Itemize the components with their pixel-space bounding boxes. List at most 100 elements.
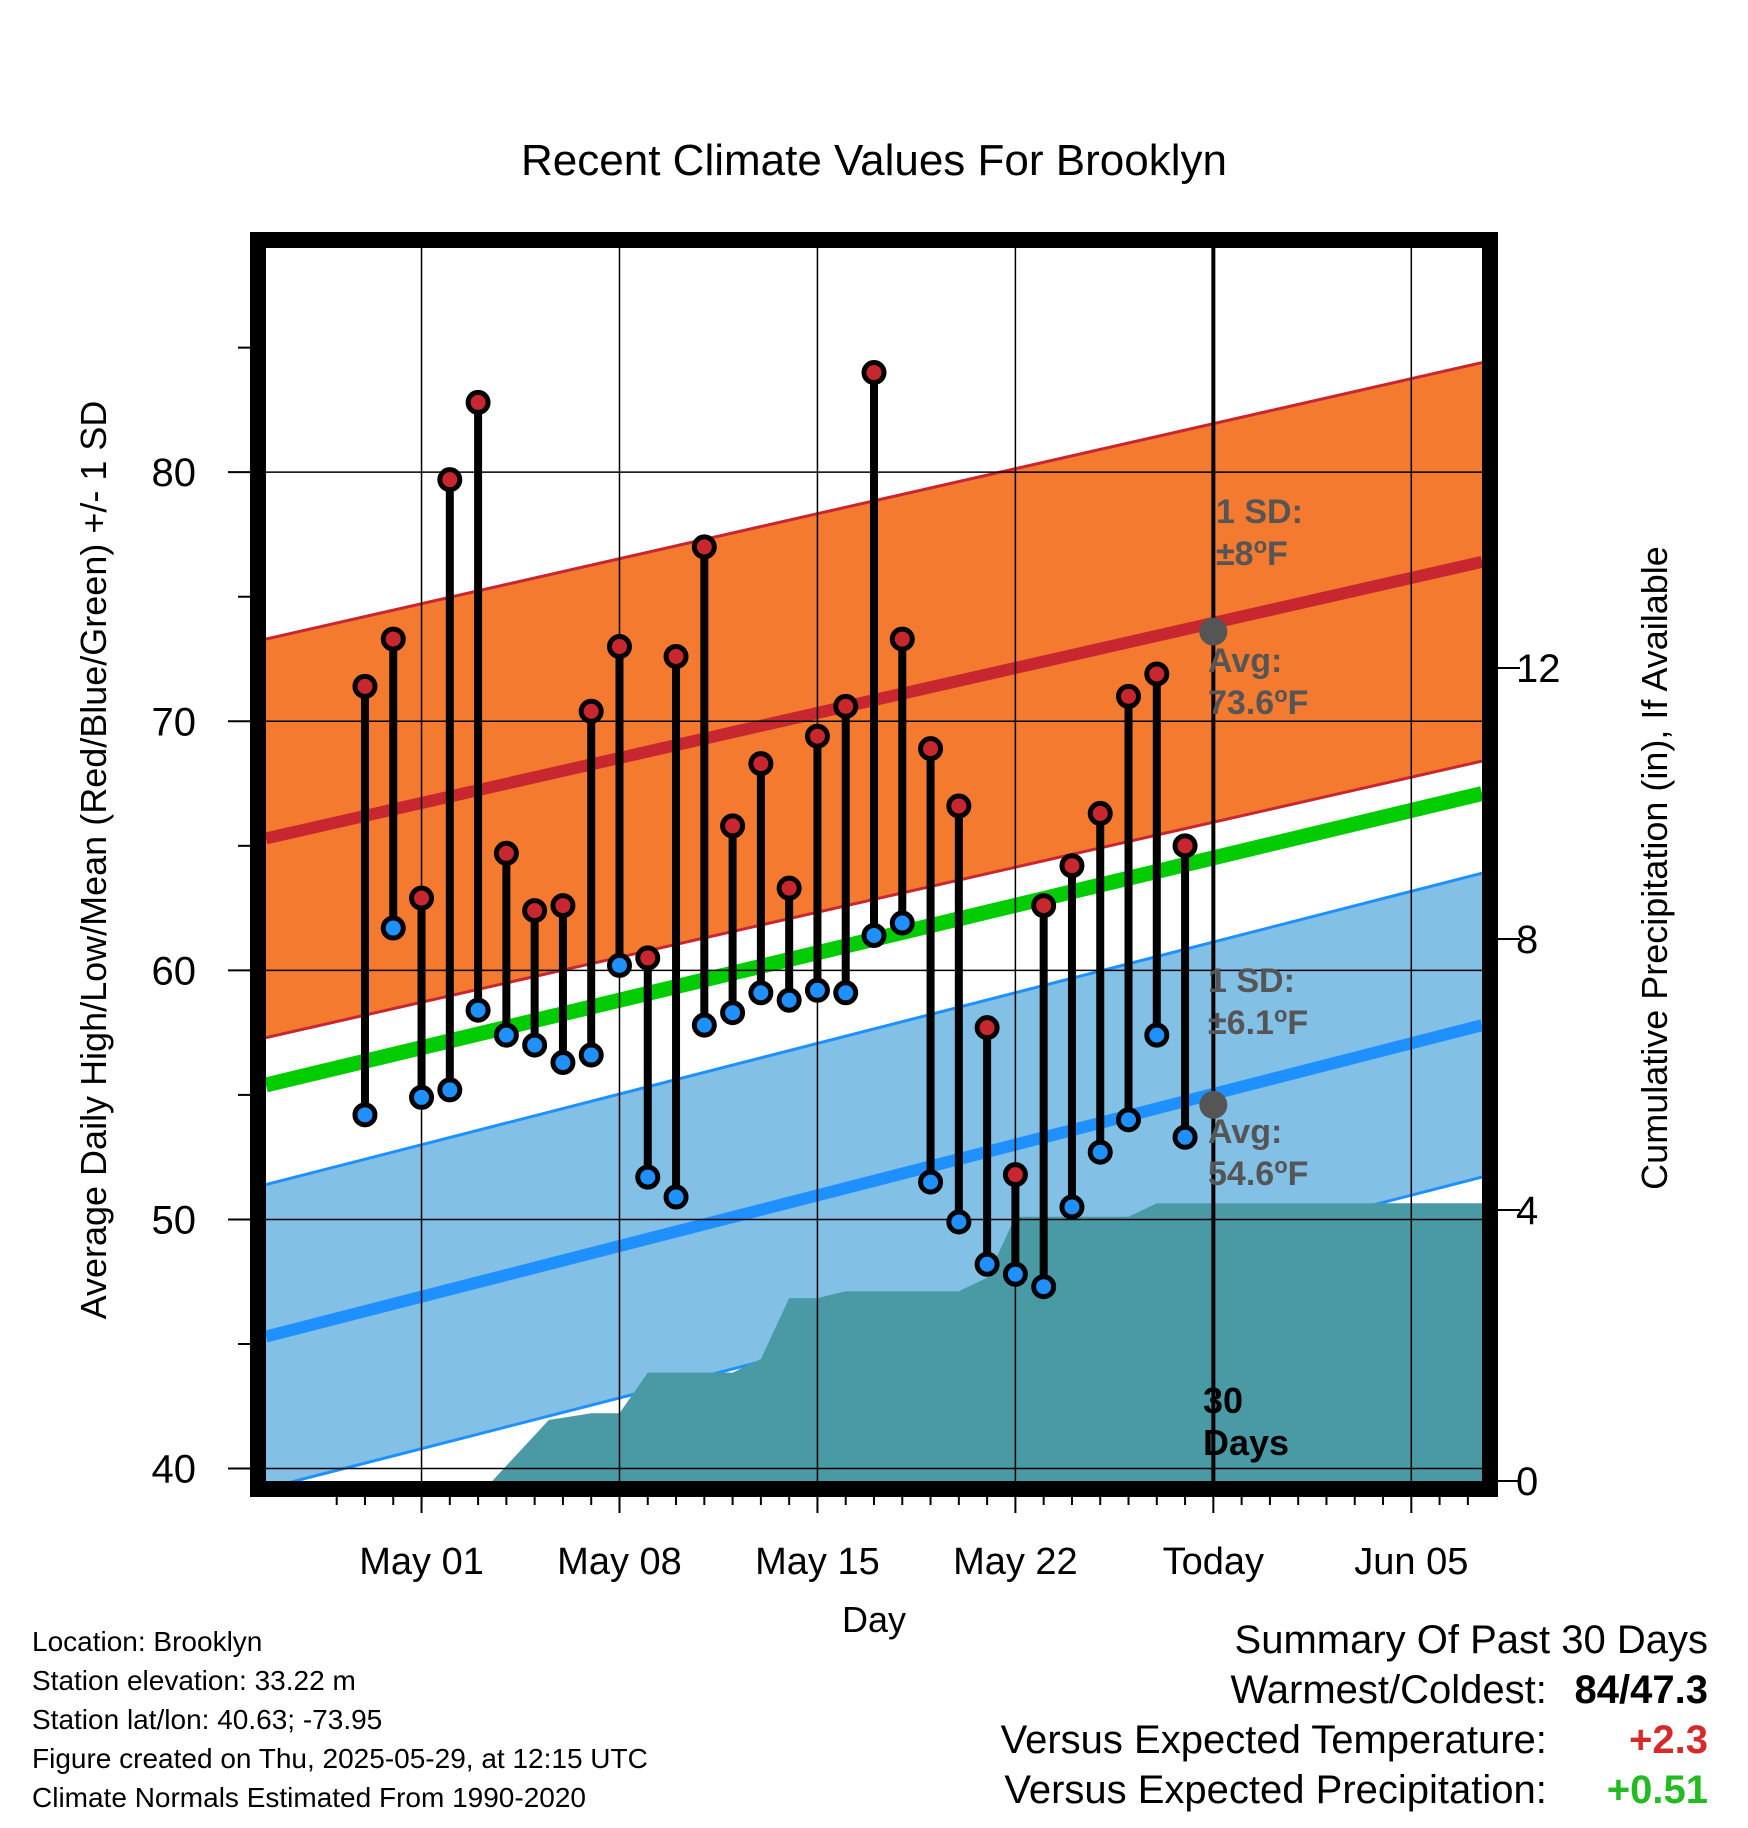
daily-low-point (776, 987, 802, 1013)
daily-low-point (465, 997, 491, 1023)
high-avg-value-part: F (1288, 684, 1309, 722)
daily-high-point (946, 793, 972, 819)
daily-low-point (861, 922, 887, 948)
daily-low-point (1087, 1139, 1113, 1165)
x-tick-label: Today (1163, 1541, 1264, 1583)
daily-high-point (522, 898, 548, 924)
daily-high-point (493, 840, 519, 866)
daily-low-point (720, 1000, 746, 1026)
latlon-text: Station lat/lon: 40.63; -73.95 (32, 1704, 383, 1735)
y2-tick-label: 4 (1516, 1189, 1538, 1233)
daily-low-point (946, 1209, 972, 1235)
days-count-label: 30 (1203, 1380, 1243, 1421)
daily-low-point (1059, 1194, 1085, 1220)
daily-low-point (522, 1032, 548, 1058)
low-sd-value: ±6.1oF (1208, 1002, 1308, 1043)
low-avg-value-part: F (1288, 1155, 1309, 1193)
low-sd-value-part: o (1274, 1002, 1287, 1027)
low-sd-label: 1 SD: (1208, 962, 1295, 1000)
plot-area (266, 248, 1482, 1481)
daily-high-point (1116, 683, 1142, 709)
daily-high-point (776, 875, 802, 901)
daily-high-point (1031, 893, 1057, 919)
warmest-label: Warmest/Coldest: (1230, 1668, 1547, 1712)
low-sd-label-part: 1 SD: (1208, 962, 1295, 1000)
daily-low-point (380, 915, 406, 941)
temp-label: Versus Expected Temperature: (1000, 1718, 1547, 1762)
high-sd-value: ±8oF (1216, 533, 1288, 574)
precip-value: +0.51 (1606, 1768, 1708, 1812)
daily-high-point (1002, 1162, 1028, 1188)
x-tick-label: May 08 (557, 1541, 682, 1583)
warmest-value: 84/47.3 (1574, 1668, 1708, 1712)
y-axis-label: Average Daily High/Low/Mean (Red/Blue/Gr… (73, 401, 114, 1320)
daily-low-point (578, 1042, 604, 1068)
y-tick-label: 70 (152, 700, 197, 744)
daily-low-point (1031, 1274, 1057, 1300)
y-tick-label: 40 (152, 1448, 197, 1492)
summary-warmest-row: Warmest/Coldest: 84/47.3 (1001, 1665, 1709, 1715)
daily-high-point (663, 644, 689, 670)
daily-low-point (1116, 1107, 1142, 1133)
x-tick-label: May 15 (755, 1541, 880, 1583)
daily-high-point (1144, 661, 1170, 687)
daily-high-point (606, 634, 632, 660)
daily-high-point (861, 360, 887, 386)
high-avg-label: Avg: (1208, 642, 1282, 680)
low-avg-label-part: Avg: (1208, 1113, 1282, 1151)
x-tick-label: May 01 (359, 1541, 484, 1583)
daily-high-point (352, 673, 378, 699)
daily-low-point (1172, 1124, 1198, 1150)
daily-low-point (748, 980, 774, 1006)
high-avg-value-part: 73.6 (1208, 684, 1274, 722)
daily-low-point (409, 1084, 435, 1110)
location-text: Location: Brooklyn (32, 1626, 263, 1657)
daily-high-point (578, 698, 604, 724)
high-avg-value-part: o (1274, 682, 1287, 707)
daily-high-point (409, 885, 435, 911)
y2-axis-label: Cumulative Precipitation (in), If Availa… (1634, 546, 1675, 1190)
chart-title: Recent Climate Values For Brooklyn (521, 136, 1227, 185)
summary-precip-row: Versus Expected Precipitation: +0.51 (1001, 1765, 1708, 1815)
daily-high-point (918, 736, 944, 762)
daily-low-point (889, 910, 915, 936)
summary-title: Summary Of Past 30 Days (1234, 1618, 1708, 1662)
normals-text: Climate Normals Estimated From 1990-2020 (32, 1782, 586, 1813)
daily-low-point (1144, 1022, 1170, 1048)
daily-low-point (1002, 1261, 1028, 1287)
station-info: Location: Brooklyn Station elevation: 33… (32, 1622, 648, 1817)
daily-high-point (833, 693, 859, 719)
daily-low-point (833, 980, 859, 1006)
daily-low-point (918, 1169, 944, 1195)
high-sd-value-part: F (1267, 535, 1288, 573)
daily-high-point (804, 723, 830, 749)
x-tick-label: May 22 (953, 1541, 1078, 1583)
high-sd-label-part: 1 SD: (1216, 493, 1303, 531)
precipitation-area (266, 1203, 1482, 1481)
temp-value: +2.3 (1629, 1718, 1708, 1762)
daily-low-point (550, 1050, 576, 1076)
y-tick-label: 60 (152, 949, 197, 993)
y2-tick-label: 8 (1516, 918, 1538, 962)
days-word-label: Days (1203, 1422, 1289, 1463)
daily-low-point (352, 1102, 378, 1128)
daily-high-point (465, 389, 491, 415)
daily-high-point (437, 467, 463, 493)
daily-high-point (1087, 800, 1113, 826)
high-sd-label: 1 SD: (1216, 493, 1303, 531)
low-avg-value-part: o (1274, 1153, 1287, 1178)
daily-low-point (606, 952, 632, 978)
normal-low-band-upper-edge (266, 871, 1482, 1187)
daily-low-point (804, 977, 830, 1003)
daily-low-point (493, 1022, 519, 1048)
daily-low-point (437, 1077, 463, 1103)
high-sd-value-part: o (1254, 533, 1267, 558)
today-low-avg-marker (1199, 1090, 1228, 1119)
created-text: Figure created on Thu, 2025-05-29, at 12… (32, 1743, 648, 1774)
high-sd-value-part: ±8 (1216, 535, 1254, 573)
y-tick-label: 50 (152, 1198, 197, 1242)
y2-tick-label: 0 (1516, 1460, 1538, 1504)
daily-high-point (635, 945, 661, 971)
daily-high-point (720, 813, 746, 839)
